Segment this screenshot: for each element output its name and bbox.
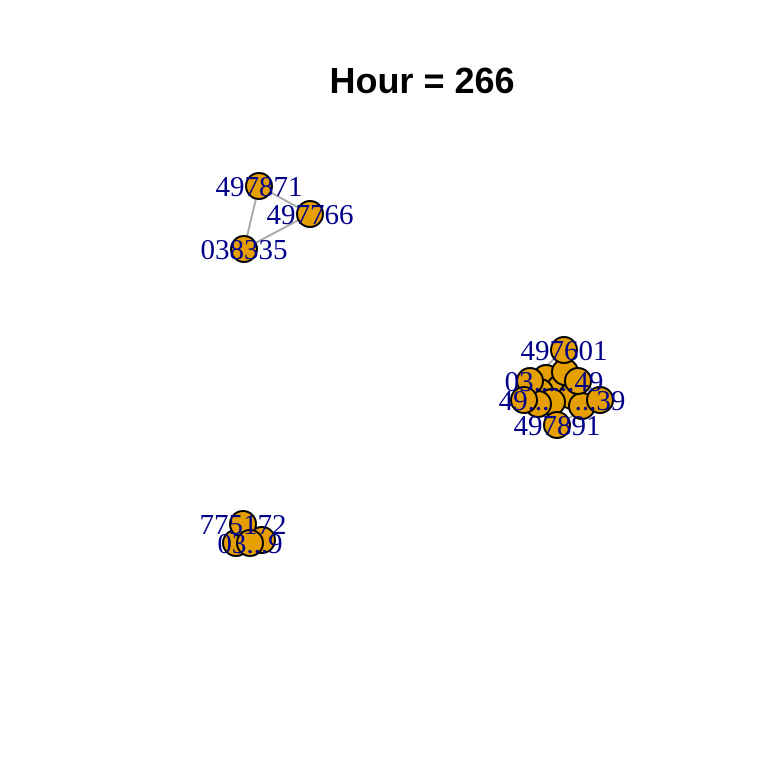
graph-node bbox=[543, 411, 571, 439]
graph-node bbox=[296, 200, 324, 228]
graph-node bbox=[510, 386, 538, 414]
node-label: 038335 bbox=[201, 234, 288, 266]
node-label: 775172 bbox=[200, 509, 287, 541]
graph-node bbox=[550, 336, 578, 364]
graph-node bbox=[564, 367, 592, 395]
node-label: ...49 bbox=[553, 366, 604, 398]
nodes-layer bbox=[222, 172, 614, 557]
node-label: 497891 bbox=[514, 410, 601, 442]
node-label: ...39 bbox=[575, 385, 626, 417]
node-label: 03... bbox=[505, 366, 556, 398]
node-label: 03...9 bbox=[217, 528, 282, 560]
plot-title: Hour = 266 bbox=[329, 60, 514, 101]
graph-node bbox=[586, 386, 614, 414]
graph-node bbox=[245, 172, 273, 200]
graph-node bbox=[236, 529, 264, 557]
node-label: 49... bbox=[499, 385, 550, 417]
node-label: 497601 bbox=[521, 335, 608, 367]
node-label: 497871 bbox=[216, 171, 303, 203]
node-label: 497766 bbox=[267, 199, 354, 231]
graph-node bbox=[230, 235, 258, 263]
